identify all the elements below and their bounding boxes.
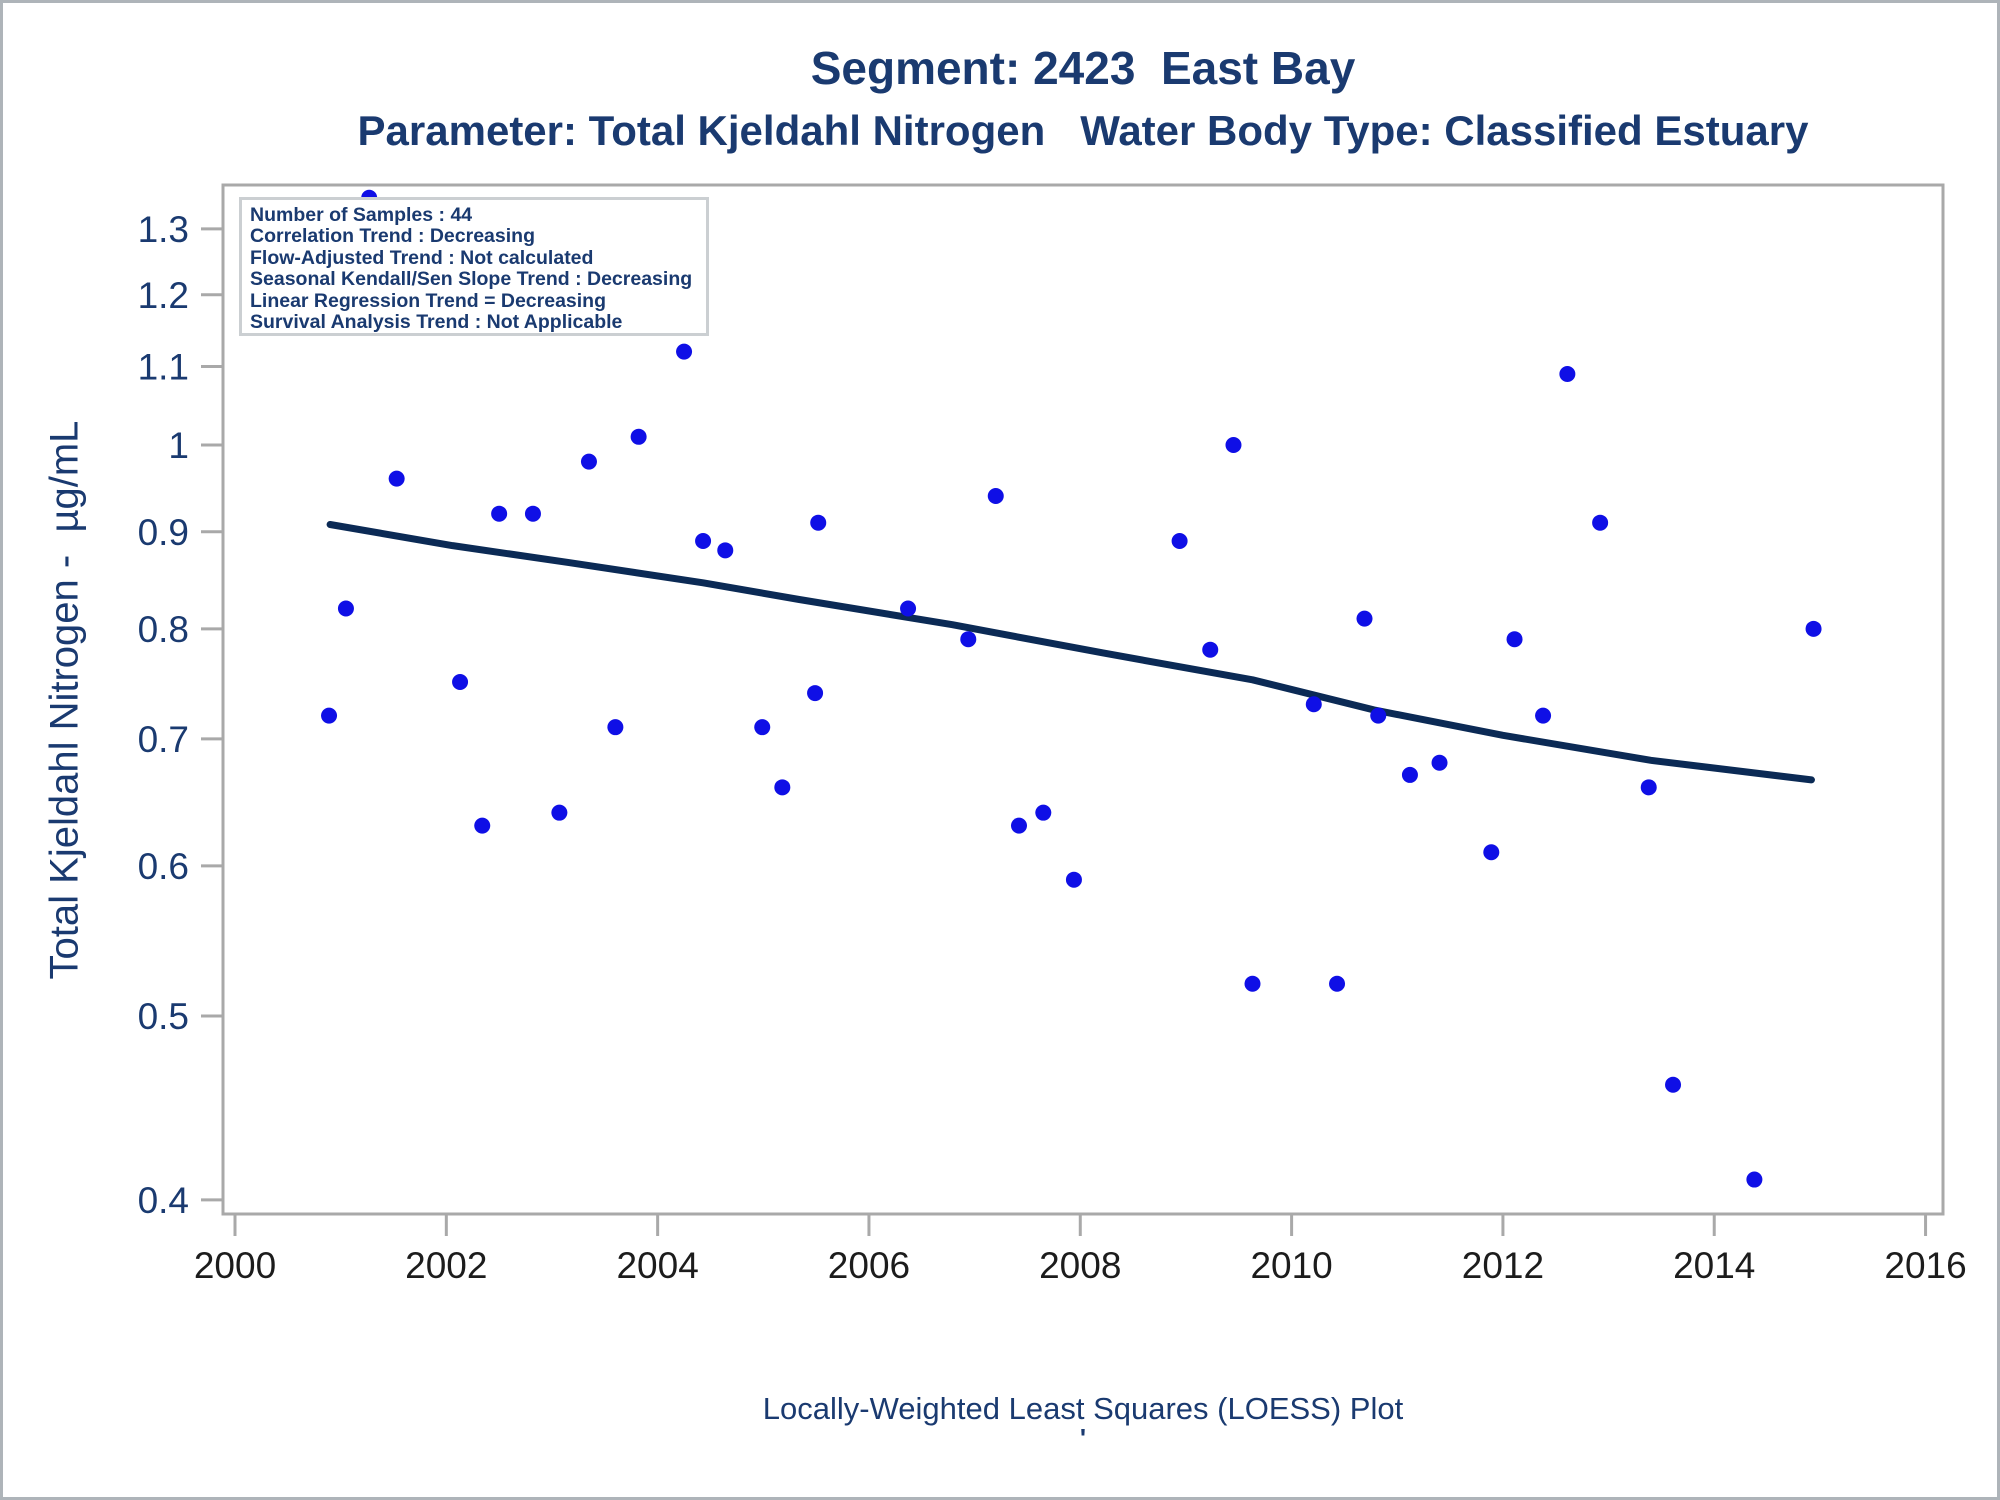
data-point bbox=[676, 343, 693, 360]
data-point bbox=[987, 487, 1004, 504]
plot-frame bbox=[221, 183, 1945, 1216]
annotation-line: Correlation Trend : Decreasing bbox=[250, 225, 535, 248]
data-point bbox=[695, 533, 712, 550]
x-tick-label: 2008 bbox=[1039, 1245, 1121, 1286]
data-point bbox=[1244, 975, 1261, 992]
x-tick-label: 2014 bbox=[1673, 1245, 1755, 1286]
y-tick-label: 0.7 bbox=[138, 719, 189, 760]
data-point bbox=[388, 470, 405, 487]
data-point bbox=[1431, 754, 1448, 771]
data-point bbox=[754, 719, 771, 736]
annotation-line: Number of Samples : 44 bbox=[250, 204, 473, 226]
data-point bbox=[900, 600, 917, 617]
data-point bbox=[321, 707, 338, 724]
data-point bbox=[717, 542, 734, 559]
x-tick-label: 2000 bbox=[194, 1245, 276, 1286]
data-point bbox=[1746, 1171, 1763, 1188]
data-point bbox=[810, 514, 827, 531]
annotation-line: Linear Regression Trend = Decreasing bbox=[250, 289, 607, 312]
y-tick-label: 0.5 bbox=[138, 996, 189, 1037]
data-point bbox=[1202, 641, 1219, 658]
data-point bbox=[474, 817, 491, 834]
footnote-mark: ' bbox=[1079, 1423, 1087, 1453]
y-tick-label: 0.4 bbox=[138, 1180, 189, 1221]
page-title: Segment: 2423 East Bay bbox=[810, 42, 1356, 94]
data-point bbox=[1065, 871, 1082, 888]
data-point bbox=[1592, 514, 1609, 531]
data-point bbox=[1225, 437, 1242, 453]
loess-trend-line bbox=[326, 521, 1815, 784]
data-point bbox=[551, 804, 568, 821]
y-tick-label: 0.8 bbox=[138, 609, 189, 650]
y-tick-label: 0.6 bbox=[138, 846, 189, 887]
data-point bbox=[1483, 844, 1500, 861]
x-tick-label: 2006 bbox=[828, 1245, 910, 1286]
x-tick-label: 2002 bbox=[405, 1245, 487, 1286]
data-point bbox=[524, 505, 541, 522]
y-axis-title: Total Kjeldahl Nitrogen - µg/mL bbox=[42, 420, 87, 980]
data-point bbox=[1035, 804, 1052, 821]
data-point bbox=[1640, 779, 1657, 796]
data-point bbox=[1665, 1076, 1682, 1093]
scatter-plot: 2000 2002 2004 2006 2008 2010 2012 2014 2016 0.4 0… bbox=[138, 183, 1967, 1286]
x-tick-label: 2004 bbox=[616, 1245, 698, 1286]
data-point bbox=[607, 719, 624, 736]
annotation-line: Seasonal Kendall/Sen Slope Trend : Decre… bbox=[250, 268, 693, 291]
data-point bbox=[580, 453, 597, 470]
data-point bbox=[1329, 975, 1346, 992]
data-point bbox=[630, 428, 647, 445]
data-point bbox=[491, 505, 508, 522]
data-point bbox=[1010, 817, 1027, 834]
y-tick-label: 1.2 bbox=[138, 275, 189, 316]
data-point bbox=[1401, 766, 1418, 783]
data-point bbox=[774, 779, 791, 796]
y-tick-label: 1.3 bbox=[138, 209, 189, 250]
y-tick-label: 1.1 bbox=[138, 346, 189, 387]
x-tick-label: 2012 bbox=[1462, 1245, 1544, 1286]
data-point bbox=[1356, 610, 1373, 627]
data-point bbox=[1506, 631, 1523, 648]
data-point bbox=[452, 674, 469, 691]
data-point bbox=[1535, 707, 1552, 724]
data-point bbox=[1559, 366, 1576, 383]
data-point bbox=[960, 631, 977, 648]
data-point bbox=[337, 600, 354, 617]
trend-summary-box: Number of Samples : 44 Correlation Trend … bbox=[239, 197, 709, 336]
data-point bbox=[807, 685, 824, 702]
data-point bbox=[1171, 533, 1188, 550]
x-tick-label: 2016 bbox=[1884, 1245, 1966, 1286]
footnote: Locally-Weighted Least Squares (LOESS) P… bbox=[762, 1391, 1404, 1426]
data-point bbox=[1305, 696, 1322, 713]
x-tick-label: 2010 bbox=[1250, 1245, 1332, 1286]
y-tick-label: 0.9 bbox=[138, 512, 189, 553]
data-point bbox=[1805, 620, 1822, 637]
annotation-line: Survival Analysis Trend : Not Applicable bbox=[250, 311, 623, 334]
data-point bbox=[1370, 707, 1387, 724]
page-subtitle: Parameter: Total Kjeldahl Nitrogen Water… bbox=[357, 107, 1809, 154]
annotation-line: Flow-Adjusted Trend : Not calculated bbox=[250, 246, 594, 269]
y-tick-label: 1 bbox=[168, 425, 189, 466]
